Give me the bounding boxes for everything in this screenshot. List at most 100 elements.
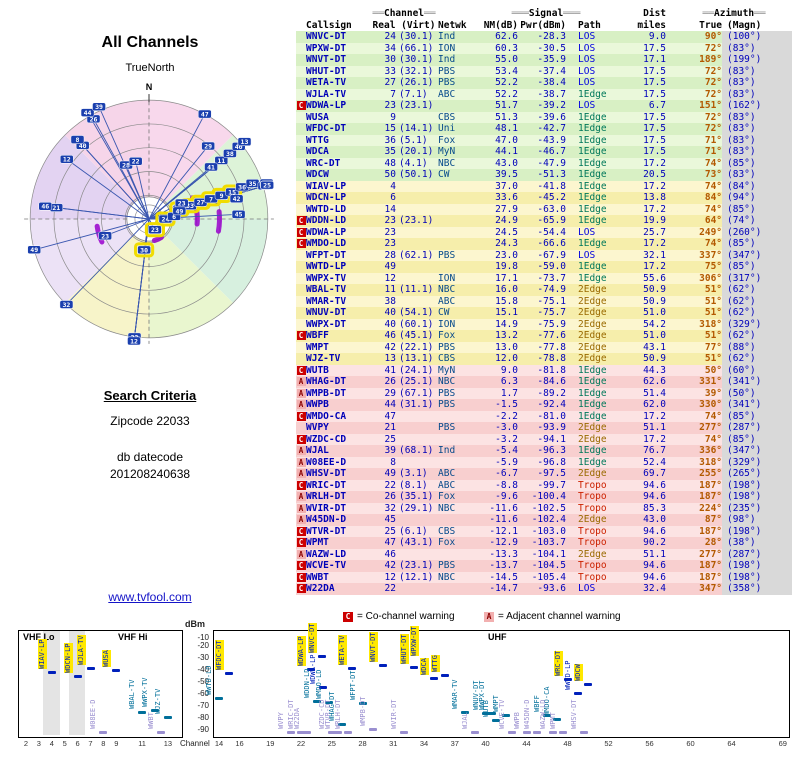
radar-station-dot <box>231 210 246 219</box>
cell-path: LOS <box>566 42 617 54</box>
cell-nm: -1.5 <box>476 399 519 411</box>
callsign-cell[interactable]: WVIR-DT <box>306 502 370 514</box>
callsign-cell[interactable]: WTVR-DT <box>306 525 370 537</box>
callsign-cell[interactable]: WPMT <box>306 537 370 549</box>
cell-pwr: -65.9 <box>518 215 567 227</box>
callsign-cell[interactable]: WDCW <box>306 169 370 181</box>
cell-azt: 151° <box>676 100 723 112</box>
cell-path: 1Edge <box>566 203 617 215</box>
callsign-cell[interactable]: WAZW-LD <box>306 548 370 560</box>
cell-pwr: -45.2 <box>518 192 567 204</box>
table-row: WETA-TV 27 (26.1) PBS 52.2 -38.4 LOS 17.5 72° (83… <box>296 77 793 89</box>
signal-marker <box>440 673 449 677</box>
callsign-cell[interactable]: WWPX-DT <box>306 318 370 330</box>
col-true: True <box>699 19 723 31</box>
callsign-cell[interactable]: WBFF <box>306 330 370 342</box>
callsign-cell[interactable]: WMDO-CA <box>306 410 370 422</box>
callsign-cell[interactable]: WJAL <box>306 445 370 457</box>
callsign-cell[interactable]: WJLA-TV <box>306 88 370 100</box>
cell-pwr: -46.7 <box>518 146 567 158</box>
callsign-cell[interactable]: WNVT-DT <box>306 54 370 66</box>
callsign-cell[interactable]: WCVE-TV <box>306 560 370 572</box>
radar-station-dot-label: 46 <box>41 203 49 211</box>
callsign-cell[interactable]: WFDC-DT <box>306 123 370 135</box>
cell-virt: (45.1) <box>396 330 439 342</box>
table-row: WTTG 36 (5.1) Fox 47.0 -43.9 1Edge 17.5 71° (83°) <box>296 134 793 146</box>
callsign-cell[interactable]: WHAG-DT <box>306 376 370 388</box>
radar-station-dot-label: 36 <box>238 183 246 191</box>
callsign-cell[interactable]: W22DA <box>306 583 370 595</box>
callsign-cell[interactable]: W08EE-D <box>306 456 370 468</box>
cell-mi: 19.9 <box>616 215 677 227</box>
radar-bearing-line <box>87 112 150 220</box>
cell-mk <box>296 307 306 319</box>
cell-mi: 54.2 <box>616 318 677 330</box>
cell-virt: (62.1) <box>396 249 439 261</box>
cell-azm: (162°) <box>722 100 793 112</box>
cell-mi: 94.6 <box>616 525 677 537</box>
callsign-cell[interactable]: WPXW-DT <box>306 42 370 54</box>
callsign-cell[interactable]: WDWA-LP <box>306 226 370 238</box>
callsign-cell[interactable]: WWTD-LP <box>306 261 370 273</box>
callsign-cell[interactable]: WJZ-TV <box>306 353 370 365</box>
cell-path: Tropo <box>566 537 617 549</box>
callsign-cell[interactable]: WHUT-DT <box>306 65 370 77</box>
cell-azm: (83°) <box>722 169 793 181</box>
cell-nm: -8.8 <box>476 479 519 491</box>
callsign-cell[interactable]: WMAR-TV <box>306 295 370 307</box>
channel-axis-tick: 34 <box>419 739 429 748</box>
callsign-cell[interactable]: WDWA-LP <box>306 100 370 112</box>
callsign-cell[interactable]: WVPY <box>306 422 370 434</box>
callsign-cell[interactable]: WUSA <box>306 111 370 123</box>
tvfool-link[interactable]: www.tvfool.com <box>108 590 192 604</box>
callsign-cell[interactable]: WIAV-LP <box>306 180 370 192</box>
callsign-cell[interactable]: WBAL-TV <box>306 284 370 296</box>
callsign-cell[interactable]: WMPB-DT <box>306 387 370 399</box>
callsign-cell[interactable]: WWTD-LD <box>306 203 370 215</box>
cell-virt: (35.1) <box>396 491 439 503</box>
callsign-cell[interactable]: WUTB <box>306 364 370 376</box>
channel-axis-tick: 9 <box>114 739 119 748</box>
cell-mi: 25.7 <box>616 226 677 238</box>
callsign-cell[interactable]: WMDO-LD <box>306 238 370 250</box>
callsign-cell[interactable]: WETA-TV <box>306 77 370 89</box>
callsign-cell[interactable]: WMPT <box>306 341 370 353</box>
true-north-label: TrueNorth <box>125 62 175 74</box>
cell-mk: C <box>296 330 306 342</box>
cell-pwr: -105.4 <box>518 571 567 583</box>
cell-azt: 74° <box>676 433 723 445</box>
callsign-cell[interactable]: WDCN-LP <box>306 192 370 204</box>
callsign-cell[interactable]: WWPX-TV <box>306 272 370 284</box>
callsign-cell[interactable]: WNUV-DT <box>306 307 370 319</box>
cell-virt <box>396 272 439 284</box>
callsign-cell[interactable]: WWPB <box>306 399 370 411</box>
callsign-cell[interactable]: WNVC-DT <box>306 31 370 43</box>
cell-nm: 51.7 <box>476 100 519 112</box>
callsign-cell[interactable]: WRC-DT <box>306 157 370 169</box>
cell-virt: (66.1) <box>396 42 439 54</box>
signal-marker-callsign: WDCW <box>574 663 583 681</box>
cell-mi: 17.2 <box>616 203 677 215</box>
cell-azt: 337° <box>676 249 723 261</box>
cell-azt: 187° <box>676 491 723 503</box>
callsign-cell[interactable]: WFPT-DT <box>306 249 370 261</box>
callsign-cell[interactable]: WDDN-LD <box>306 215 370 227</box>
callsign-cell[interactable]: WRLH-DT <box>306 491 370 503</box>
callsign-cell[interactable]: WTTG <box>306 134 370 146</box>
cell-azt: 74° <box>676 410 723 422</box>
cell-virt: (23.1) <box>396 215 439 227</box>
callsign-cell[interactable]: WHSV-DT <box>306 468 370 480</box>
cell-mk <box>296 65 306 77</box>
cochannel-warning-badge: C <box>296 434 306 444</box>
table-row: C WUTB 41 (24.1) MyN 9.0 -81.8 1Edge 44.3 50° (60°… <box>296 364 793 376</box>
callsign-cell[interactable]: WZDC-CD <box>306 433 370 445</box>
cell-azt: 72° <box>676 88 723 100</box>
cell-pwr: -99.7 <box>518 479 567 491</box>
cell-real: 40 <box>370 307 396 319</box>
callsign-cell[interactable]: WRIC-DT <box>306 479 370 491</box>
callsign-cell[interactable]: W45DN-D <box>306 514 370 526</box>
cell-virt: (50.1) <box>396 169 439 181</box>
channel-axis-tick: 7 <box>88 739 93 748</box>
callsign-cell[interactable]: WDCA <box>306 146 370 158</box>
callsign-cell[interactable]: WWBT <box>306 571 370 583</box>
